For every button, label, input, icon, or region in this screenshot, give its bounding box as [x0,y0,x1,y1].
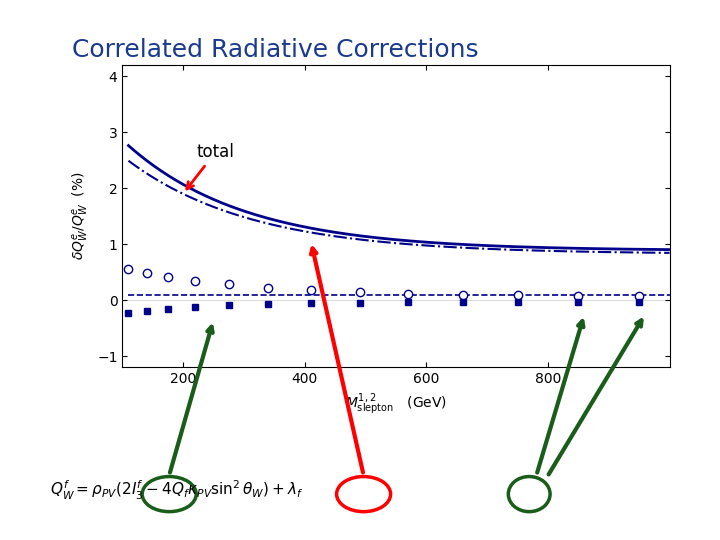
Y-axis label: $\delta Q_W^e / Q_W^e$  (%): $\delta Q_W^e / Q_W^e$ (%) [71,172,91,260]
Text: Correlated Radiative Corrections: Correlated Radiative Corrections [72,38,479,62]
Text: $Q_W^f = \rho_{PV}(2I_3^f - 4Q_f\kappa_{PV}\sin^2\theta_W) + \lambda_f$: $Q_W^f = \rho_{PV}(2I_3^f - 4Q_f\kappa_{… [50,479,304,502]
Text: total: total [186,143,235,189]
X-axis label: $M^{1,2}_{\rm slepton}\ \ \ ({\rm GeV})$: $M^{1,2}_{\rm slepton}\ \ \ ({\rm GeV})$ [345,392,447,417]
